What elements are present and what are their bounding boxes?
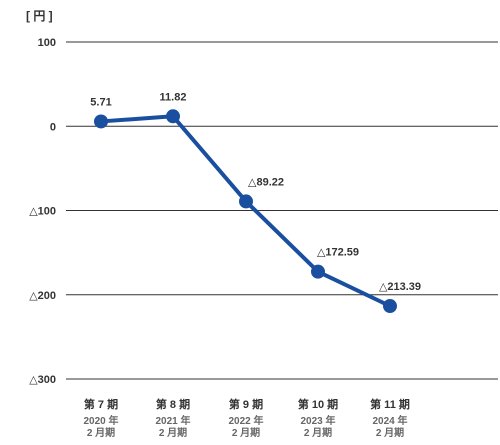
- x-tick-period: 第 9 期: [229, 397, 263, 411]
- data-label: 5.71: [90, 96, 111, 108]
- data-point: [94, 114, 108, 129]
- x-tick-period: 第 8 期: [156, 397, 190, 411]
- data-point: [166, 109, 180, 124]
- x-tick-month: 2 月期: [87, 426, 115, 439]
- x-tick-year: 2024 年: [372, 414, 407, 427]
- x-tick-year: 2022 年: [228, 414, 263, 427]
- y-tick-label: 100: [38, 37, 56, 49]
- data-labels: 5.71 11.82 △89.22 △172.59 △213.39: [90, 91, 421, 293]
- y-tick-label: 0: [50, 121, 56, 133]
- x-tick-period: 第 7 期: [84, 397, 118, 411]
- y-tick-label: △200: [29, 290, 56, 302]
- y-tick-label: △300: [29, 374, 56, 386]
- x-tick-year: 2021 年: [155, 414, 190, 427]
- data-label: △89.22: [248, 176, 284, 188]
- x-tick-month: 2 月期: [232, 426, 260, 439]
- y-tick-label: △100: [29, 206, 56, 218]
- x-tick-month: 2 月期: [159, 426, 187, 439]
- data-label: △172.59: [317, 247, 359, 259]
- y-axis-unit-label: [ 円 ]: [26, 9, 53, 23]
- x-tick-year: 2023 年: [300, 414, 335, 427]
- series-line-layer: [99, 114, 392, 309]
- data-point: [383, 299, 397, 314]
- data-point: [311, 264, 325, 279]
- grid-lines: [66, 41, 498, 380]
- y-axis-ticks: 100 0 △100 △200 △300: [29, 37, 56, 386]
- data-points: [94, 109, 397, 314]
- x-tick-period: 第 11 期: [370, 397, 410, 411]
- x-tick-month: 2 月期: [376, 426, 404, 439]
- data-label: 11.82: [160, 91, 187, 103]
- data-point: [239, 194, 253, 209]
- x-tick-month: 2 月期: [304, 426, 332, 439]
- data-label: △213.39: [379, 281, 421, 293]
- x-tick-period: 第 10 期: [298, 397, 338, 411]
- series-line: [99, 114, 392, 309]
- x-tick-year: 2020 年: [83, 414, 118, 427]
